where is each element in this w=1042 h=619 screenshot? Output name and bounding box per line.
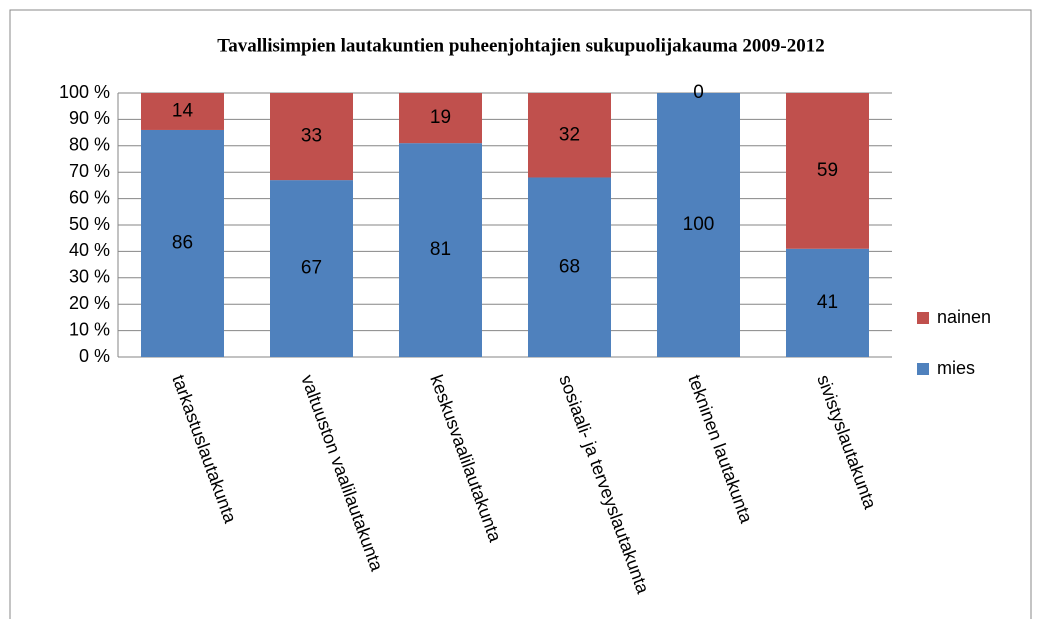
data-label: 32 bbox=[559, 124, 580, 145]
legend-swatch bbox=[917, 363, 929, 375]
chart-frame bbox=[9, 9, 1032, 619]
x-tick-label: valtuuston vaalilautakunta bbox=[297, 372, 387, 574]
legend-label: mies bbox=[937, 358, 975, 378]
y-tick-label: 80 % bbox=[69, 135, 110, 155]
bar-segment bbox=[528, 93, 611, 178]
data-label: 41 bbox=[817, 292, 838, 313]
bar-segment bbox=[399, 143, 482, 357]
data-label: 33 bbox=[301, 126, 322, 147]
y-tick-label: 10 % bbox=[69, 319, 110, 339]
x-tick-label: sosiaali- ja terveyslautakunta bbox=[555, 372, 653, 597]
y-tick-label: 0 % bbox=[79, 346, 110, 366]
y-tick-label: 50 % bbox=[69, 214, 110, 234]
y-tick-label: 40 % bbox=[69, 240, 110, 260]
data-label: 19 bbox=[430, 107, 451, 128]
data-label: 67 bbox=[301, 258, 322, 279]
y-tick-label: 60 % bbox=[69, 187, 110, 207]
bar-segment bbox=[657, 93, 740, 357]
bar-segment bbox=[399, 93, 482, 144]
y-tick-label: 20 % bbox=[69, 293, 110, 313]
data-label: 68 bbox=[559, 256, 580, 277]
x-tick-label: tekninen lautakunta bbox=[684, 372, 757, 526]
x-tick-label: keskusvaalilautakunta bbox=[426, 372, 505, 545]
y-tick-label: 100 % bbox=[59, 82, 110, 102]
data-label: 81 bbox=[430, 239, 451, 260]
bar-segment bbox=[270, 93, 353, 181]
bar-segment bbox=[141, 129, 224, 357]
bar-segment bbox=[528, 177, 611, 357]
data-label: 59 bbox=[817, 160, 838, 181]
y-tick-label: 70 % bbox=[69, 161, 110, 181]
chart-title: Tavallisimpien lautakuntien puheenjohtaj… bbox=[217, 35, 824, 56]
y-tick-label: 30 % bbox=[69, 267, 110, 287]
x-tick-label: tarkastuslautakunta bbox=[168, 372, 241, 526]
bar-segment bbox=[786, 93, 869, 249]
legend-swatch bbox=[917, 312, 929, 324]
y-tick-label: 90 % bbox=[69, 108, 110, 128]
data-label: 0 bbox=[693, 82, 704, 103]
bar-segment bbox=[270, 180, 353, 357]
x-tick-label: sivistyslautakunta bbox=[813, 372, 880, 512]
data-label: 100 bbox=[683, 214, 715, 235]
data-label: 86 bbox=[172, 232, 193, 253]
bar-segment bbox=[141, 93, 224, 130]
bar-segment bbox=[786, 248, 869, 357]
legend-label: nainen bbox=[937, 307, 991, 327]
data-label: 14 bbox=[172, 100, 194, 121]
